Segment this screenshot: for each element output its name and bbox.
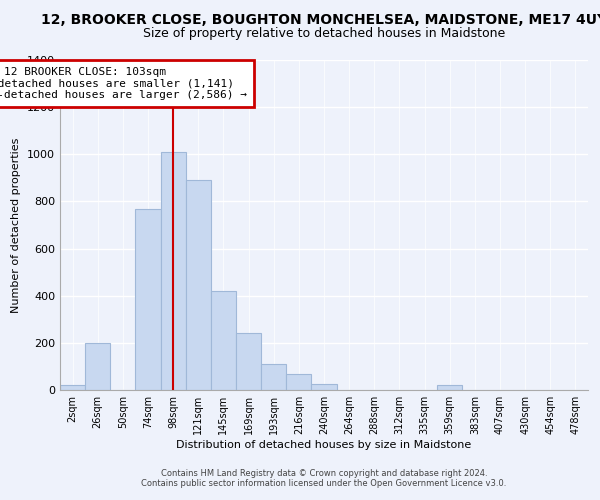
- Bar: [60, 386, 85, 390]
- Bar: [186, 180, 211, 390]
- Text: Contains HM Land Registry data © Crown copyright and database right 2024.: Contains HM Land Registry data © Crown c…: [161, 468, 487, 477]
- Bar: [437, 386, 462, 390]
- Bar: [161, 152, 186, 390]
- Bar: [85, 343, 110, 390]
- Bar: [136, 208, 161, 390]
- Text: Size of property relative to detached houses in Maidstone: Size of property relative to detached ho…: [143, 28, 505, 40]
- Y-axis label: Number of detached properties: Number of detached properties: [11, 138, 22, 312]
- Bar: [261, 364, 286, 390]
- X-axis label: Distribution of detached houses by size in Maidstone: Distribution of detached houses by size …: [176, 440, 472, 450]
- Bar: [211, 291, 236, 390]
- Text: Contains public sector information licensed under the Open Government Licence v3: Contains public sector information licen…: [142, 478, 506, 488]
- Bar: [311, 384, 337, 390]
- Bar: [286, 374, 311, 390]
- Text: 12, BROOKER CLOSE, BOUGHTON MONCHELSEA, MAIDSTONE, ME17 4UY: 12, BROOKER CLOSE, BOUGHTON MONCHELSEA, …: [41, 12, 600, 26]
- Text: 12 BROOKER CLOSE: 103sqm
← 30% of detached houses are smaller (1,141)
69% of sem: 12 BROOKER CLOSE: 103sqm ← 30% of detach…: [0, 67, 247, 100]
- Bar: [236, 334, 261, 390]
